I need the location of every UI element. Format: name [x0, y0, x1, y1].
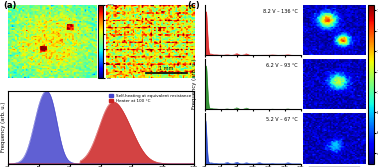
Text: 5.2 V – 67 °C: 5.2 V – 67 °C [266, 117, 298, 122]
Y-axis label: T (°C): T (°C) [115, 34, 120, 48]
Text: (a): (a) [3, 1, 17, 10]
Y-axis label: Frequency (arb. u.): Frequency (arb. u.) [1, 102, 6, 152]
Text: 1 mm: 1 mm [159, 65, 173, 70]
Text: Frequency (arb. u.): Frequency (arb. u.) [192, 58, 197, 109]
Text: 8.2 V – 136 °C: 8.2 V – 136 °C [263, 9, 298, 14]
Text: 6.2 V – 93 °C: 6.2 V – 93 °C [266, 63, 298, 68]
Legend: Self-heating at equivalent resistance, Heater at 100 °C: Self-heating at equivalent resistance, H… [108, 93, 192, 104]
Text: (c): (c) [187, 1, 200, 10]
